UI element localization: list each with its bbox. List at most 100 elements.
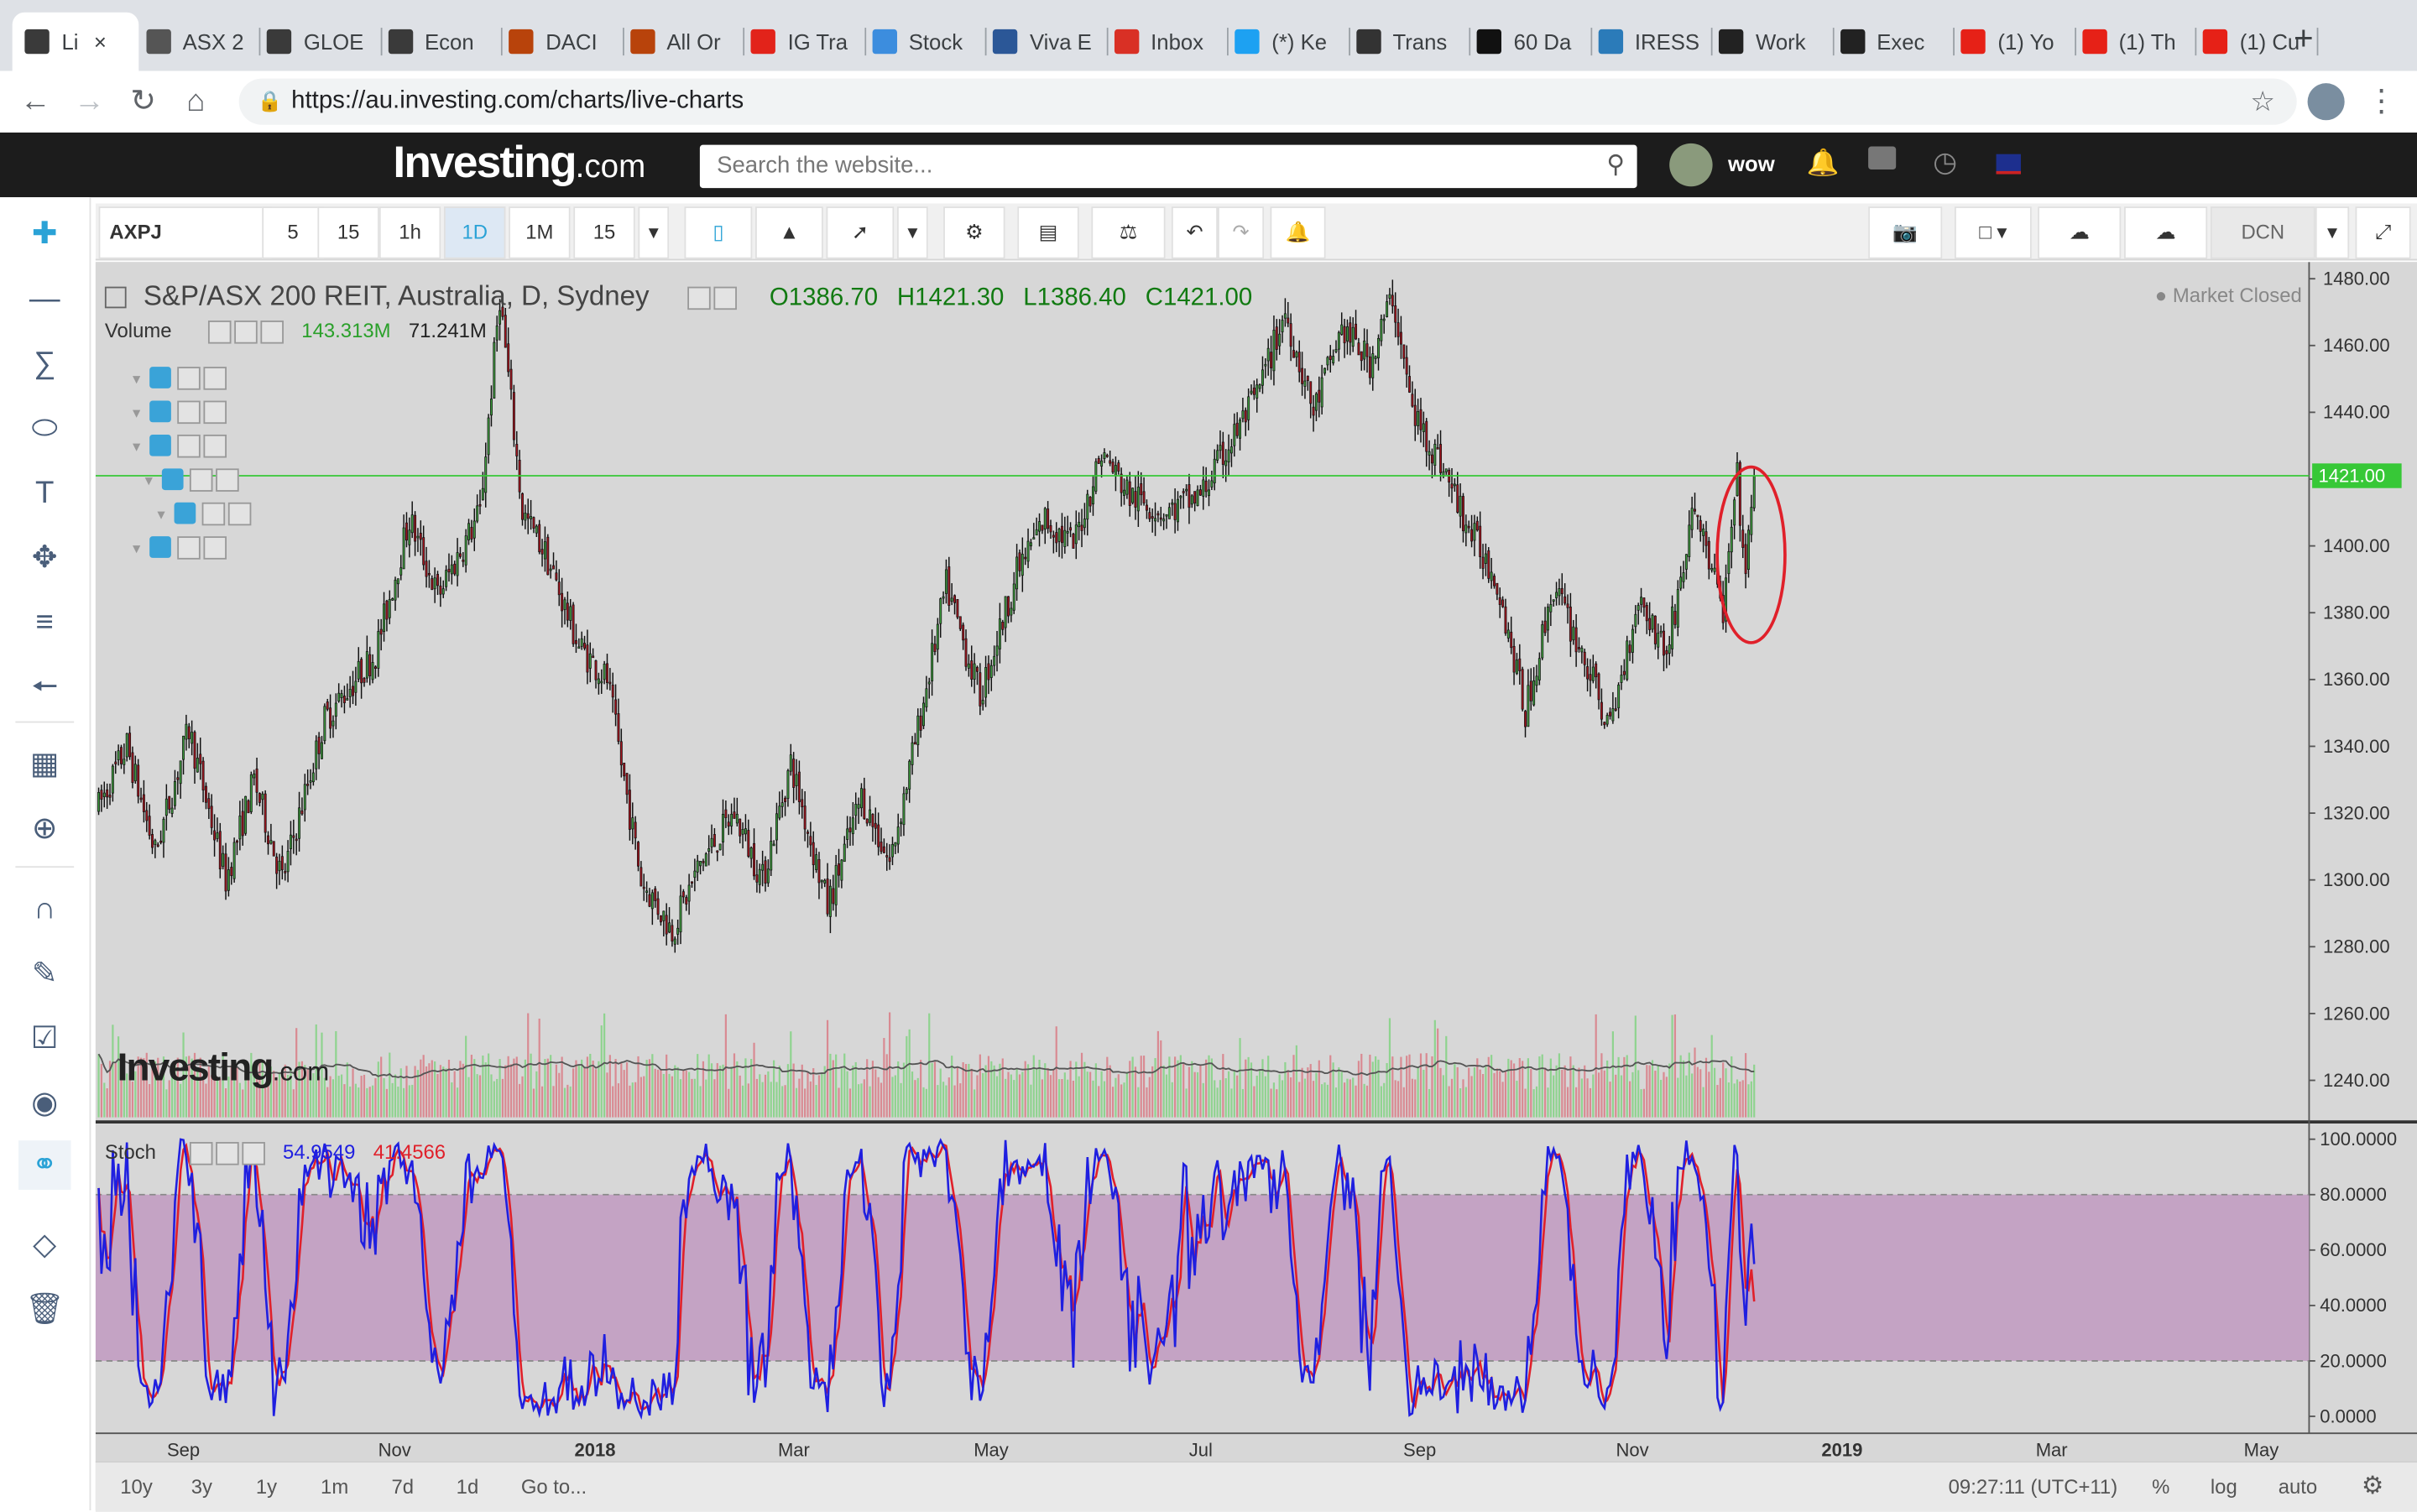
settings-small-icon[interactable] [234, 321, 258, 344]
browser-tab[interactable]: Exec [1827, 13, 1955, 71]
url-field[interactable]: 🔒 https://au.investing.com/charts/live-c… [238, 78, 2297, 125]
range-button[interactable]: 1y [255, 1474, 278, 1499]
indicator-row[interactable]: ▾ [145, 466, 243, 492]
symbol-input[interactable]: AXPJ [98, 206, 272, 259]
collapse-icon[interactable]: ▾ [132, 540, 141, 558]
visibility-icon[interactable] [207, 321, 232, 344]
eye-icon[interactable] [174, 502, 196, 524]
collapse-icon[interactable]: ▾ [132, 371, 141, 388]
settings-small-icon[interactable] [190, 467, 213, 492]
flag-australia-icon[interactable] [1996, 154, 2021, 175]
eye-icon[interactable] [149, 536, 171, 558]
settings-icon[interactable]: ⚙ [2361, 1473, 2384, 1500]
settings-icon[interactable]: ⚙ [943, 206, 1005, 259]
pattern-icon[interactable]: ✥ [31, 540, 58, 576]
lock-icon[interactable]: ☑ [30, 1021, 59, 1056]
text-icon[interactable]: T [35, 476, 55, 510]
profile-avatar[interactable] [2307, 83, 2345, 121]
layout-icon[interactable]: □ ▾ [1954, 206, 2032, 259]
undo-icon[interactable]: ↶ [1171, 206, 1219, 259]
search-input[interactable]: Search the website... ⚲ [699, 144, 1637, 189]
settings-small-icon[interactable] [177, 535, 201, 559]
new-tab-icon[interactable]: + [2294, 18, 2314, 57]
collapse-icon[interactable] [104, 287, 127, 309]
star-icon[interactable]: ☆ [2250, 86, 2276, 117]
close-icon[interactable] [228, 501, 252, 525]
browser-tab[interactable]: (*) Ke [1223, 13, 1350, 71]
indicator-row[interactable]: ▾ [133, 398, 230, 424]
settings-small-icon[interactable] [177, 366, 201, 389]
fullscreen-icon[interactable]: ⤢ [2355, 206, 2411, 259]
browser-tab[interactable]: 60 Da [1464, 13, 1592, 71]
eye-icon[interactable] [149, 400, 171, 423]
interval-button[interactable]: 15 [317, 206, 379, 259]
crosshair-icon[interactable]: ✚ [31, 216, 58, 252]
collapse-icon[interactable]: ▾ [132, 439, 141, 456]
username[interactable]: wow [1727, 151, 1775, 176]
back-icon[interactable]: ← [19, 85, 51, 119]
browser-tab[interactable]: IRESS [1585, 13, 1713, 71]
trash-icon[interactable]: 🗑 [24, 1293, 65, 1327]
link-icon[interactable]: ⚭ [18, 1140, 71, 1190]
browser-tab[interactable]: Viva E [980, 13, 1108, 71]
interval-button[interactable]: 5 [262, 206, 324, 259]
eye-icon[interactable]: ◉ [31, 1086, 59, 1121]
collapse-icon[interactable]: ▾ [157, 507, 165, 524]
layers-icon[interactable]: ◇ [33, 1228, 57, 1263]
browser-tab[interactable]: Inbox [1101, 13, 1229, 71]
indicator-row[interactable]: ▾ [133, 363, 230, 389]
browser-tab[interactable]: (1) Cu [2190, 13, 2318, 71]
eye-icon[interactable] [149, 435, 171, 456]
range-button[interactable]: 10y [120, 1474, 153, 1499]
pitchfork-icon[interactable]: ∑ [34, 347, 56, 381]
close-icon[interactable] [242, 1142, 265, 1165]
magnet-icon[interactable]: ∩ [34, 892, 56, 926]
zoom-icon[interactable]: ⊕ [31, 811, 58, 847]
close-icon[interactable] [203, 535, 227, 559]
browser-tab[interactable]: All Or [618, 13, 745, 71]
range-button[interactable]: 1m [321, 1474, 349, 1499]
auto-toggle[interactable]: auto [2278, 1474, 2318, 1499]
chart-area[interactable]: 1480.001460.001440.001420.001400.001380.… [95, 262, 2417, 1511]
cloud-download-icon[interactable]: ☁ [2038, 206, 2122, 259]
reload-icon[interactable]: ↻ [130, 85, 157, 119]
close-icon[interactable] [203, 434, 227, 457]
indicators-icon[interactable]: ▤ [1017, 206, 1079, 259]
eye-icon[interactable] [161, 468, 184, 491]
close-icon[interactable] [216, 467, 240, 492]
browser-tab[interactable]: Work [1706, 13, 1834, 71]
trend-line-icon[interactable]: — [29, 282, 60, 316]
settings-small-icon[interactable] [215, 1142, 239, 1165]
measure-icon[interactable]: ▦ [29, 747, 60, 782]
compare-icon[interactable]: ⚖ [1091, 206, 1166, 259]
browser-tab[interactable]: IG Tra [739, 13, 866, 71]
browser-tab[interactable]: Stock [859, 13, 987, 71]
browser-tab[interactable]: (1) Th [2070, 13, 2197, 71]
user-avatar[interactable] [1669, 143, 1713, 187]
annotation-ellipse[interactable] [1715, 465, 1787, 644]
percent-toggle[interactable]: % [2152, 1474, 2170, 1499]
close-icon[interactable] [203, 399, 227, 424]
site-logo[interactable]: Investing.com [393, 138, 646, 189]
chart-canvas[interactable]: 1480.001460.001440.001420.001400.001380.… [95, 262, 2417, 1511]
arrow-left-icon[interactable]: 🠔 [31, 670, 59, 705]
shapes-icon[interactable]: ⬭ [31, 411, 58, 446]
browser-tab[interactable]: ASX 2 [133, 13, 261, 71]
briefcase-icon[interactable] [1868, 146, 1897, 170]
browser-tab[interactable]: Econ [375, 13, 503, 71]
indicator-row[interactable]: ▾ [133, 534, 230, 560]
pencil-lock-icon[interactable]: ✎ [31, 957, 58, 992]
browser-tab[interactable]: Li × [12, 12, 139, 71]
collapse-icon[interactable]: ▾ [144, 472, 153, 491]
browser-tab[interactable]: DACI [496, 13, 624, 71]
candles-icon[interactable]: ▯ [684, 206, 753, 259]
alert-icon[interactable]: 🔔 [1270, 206, 1326, 259]
close-icon[interactable] [260, 321, 284, 344]
settings-small-icon[interactable] [177, 399, 201, 424]
indicator-row[interactable]: ▾ [133, 431, 230, 457]
area-chart-icon[interactable]: ▲ [755, 206, 823, 259]
fib-icon[interactable]: ≡ [35, 605, 54, 640]
search-icon[interactable]: ⚲ [1606, 152, 1625, 180]
clock-icon[interactable]: ◷ [1933, 146, 1958, 178]
interval-dropdown-icon[interactable]: ▾ [638, 206, 670, 259]
